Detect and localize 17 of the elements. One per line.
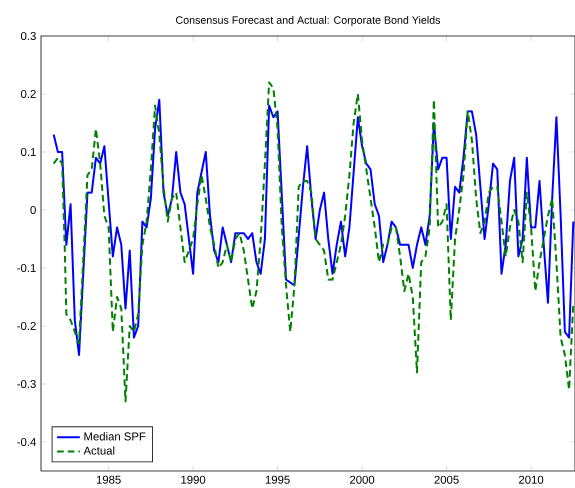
y-tick-label: -0.3 [17,380,36,388]
y-tick-label: -0.1 [17,264,36,272]
x-tick-label: 1995 [266,476,290,484]
chart-title: Consensus Forecast and Actual: Corporate Bond Yields [176,16,440,26]
y-tick-label: 0.2 [20,90,36,98]
x-tick-label: 2005 [434,476,459,484]
legend-label: Actual [84,446,114,455]
y-tick-label: 0 [30,206,36,214]
x-tick-label: 1985 [96,476,121,484]
x-tick-label: 1990 [181,476,206,484]
y-tick-label: 0.1 [20,148,36,156]
y-tick-label: -0.2 [17,322,36,330]
x-tick-label: 2000 [350,476,374,484]
y-tick-label: -0.4 [17,438,36,446]
x-tick-label: 2010 [519,476,544,484]
y-tick-label: 0.3 [20,32,36,40]
legend-label: Median SPF [84,432,146,440]
